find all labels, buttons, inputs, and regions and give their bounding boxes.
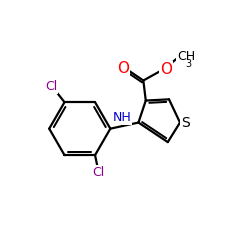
- Text: O: O: [117, 61, 129, 76]
- Text: 3: 3: [185, 59, 191, 69]
- Text: O: O: [160, 62, 172, 77]
- Text: S: S: [181, 116, 190, 130]
- Text: Cl: Cl: [45, 80, 57, 93]
- Text: NH: NH: [112, 111, 131, 124]
- Text: CH: CH: [177, 50, 195, 62]
- Text: Cl: Cl: [92, 166, 105, 179]
